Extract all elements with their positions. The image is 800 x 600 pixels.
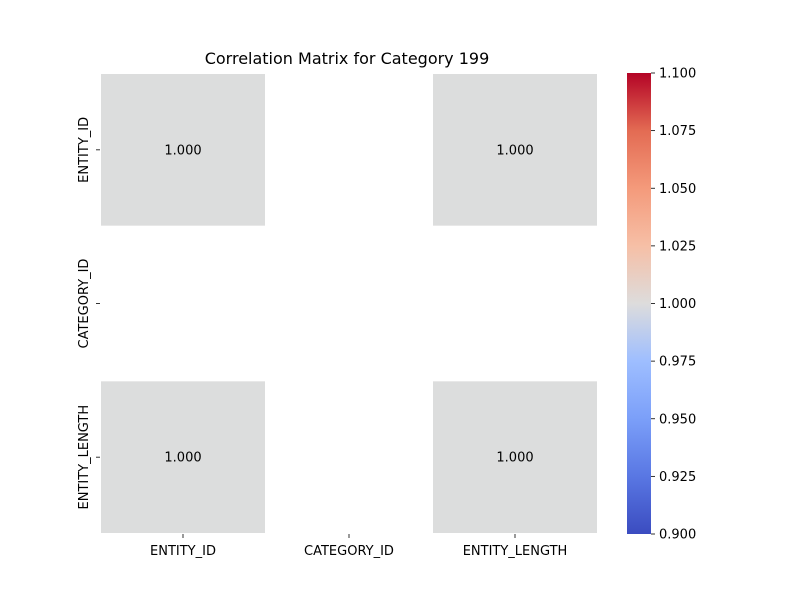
cell-label-0-0: 1.000 [164, 143, 201, 158]
colorbar-tick-label-2: 0.950 [659, 412, 696, 427]
cell-label-0-2: 1.000 [496, 143, 533, 158]
heatmap-cell-2-2 [433, 381, 597, 534]
colorbar: 0.900 0.925 0.950 0.975 1.000 1.025 1.050 1.075… [627, 67, 696, 543]
x-tick-label-0: ENTITY_ID [150, 544, 216, 559]
colorbar-tick-label-4: 1.000 [659, 297, 696, 312]
x-tick-label-2: ENTITY_LENGTH [463, 544, 568, 559]
cell-label-2-0: 1.000 [164, 451, 201, 466]
cell-label-2-2: 1.000 [496, 451, 533, 466]
colorbar-tick-label-5: 1.025 [659, 239, 696, 254]
heatmap-cell-2-0 [101, 381, 265, 534]
heatmap-cell-0-2 [433, 74, 597, 226]
colorbar-gradient [627, 73, 651, 534]
y-tick-label-0: ENTITY_ID [77, 117, 92, 183]
y-axis: ENTITY_ID CATEGORY_ID ENTITY_LENGTH [77, 117, 100, 510]
y-tick-label-1: CATEGORY_ID [77, 259, 92, 349]
colorbar-tick-label-1: 0.925 [659, 470, 696, 485]
x-axis: ENTITY_ID CATEGORY_ID ENTITY_LENGTH [150, 534, 567, 559]
colorbar-tick-label-6: 1.050 [659, 182, 696, 197]
colorbar-ticks: 0.900 0.925 0.950 0.975 1.000 1.025 1.050 1.075… [651, 67, 696, 543]
heatmap-cells [101, 74, 597, 534]
colorbar-tick-label-7: 1.075 [659, 124, 696, 139]
heatmap-cell-labels: 1.000 1.000 1.000 1.000 [164, 143, 533, 465]
colorbar-tick-label-3: 0.975 [659, 355, 696, 370]
colorbar-tick-label-8: 1.100 [659, 67, 696, 82]
y-tick-label-2: ENTITY_LENGTH [77, 405, 92, 510]
heatmap-cell-0-0 [101, 74, 265, 226]
chart-title: Correlation Matrix for Category 199 [205, 49, 490, 68]
colorbar-tick-label-0: 0.900 [659, 528, 696, 543]
x-tick-label-1: CATEGORY_ID [304, 544, 394, 559]
